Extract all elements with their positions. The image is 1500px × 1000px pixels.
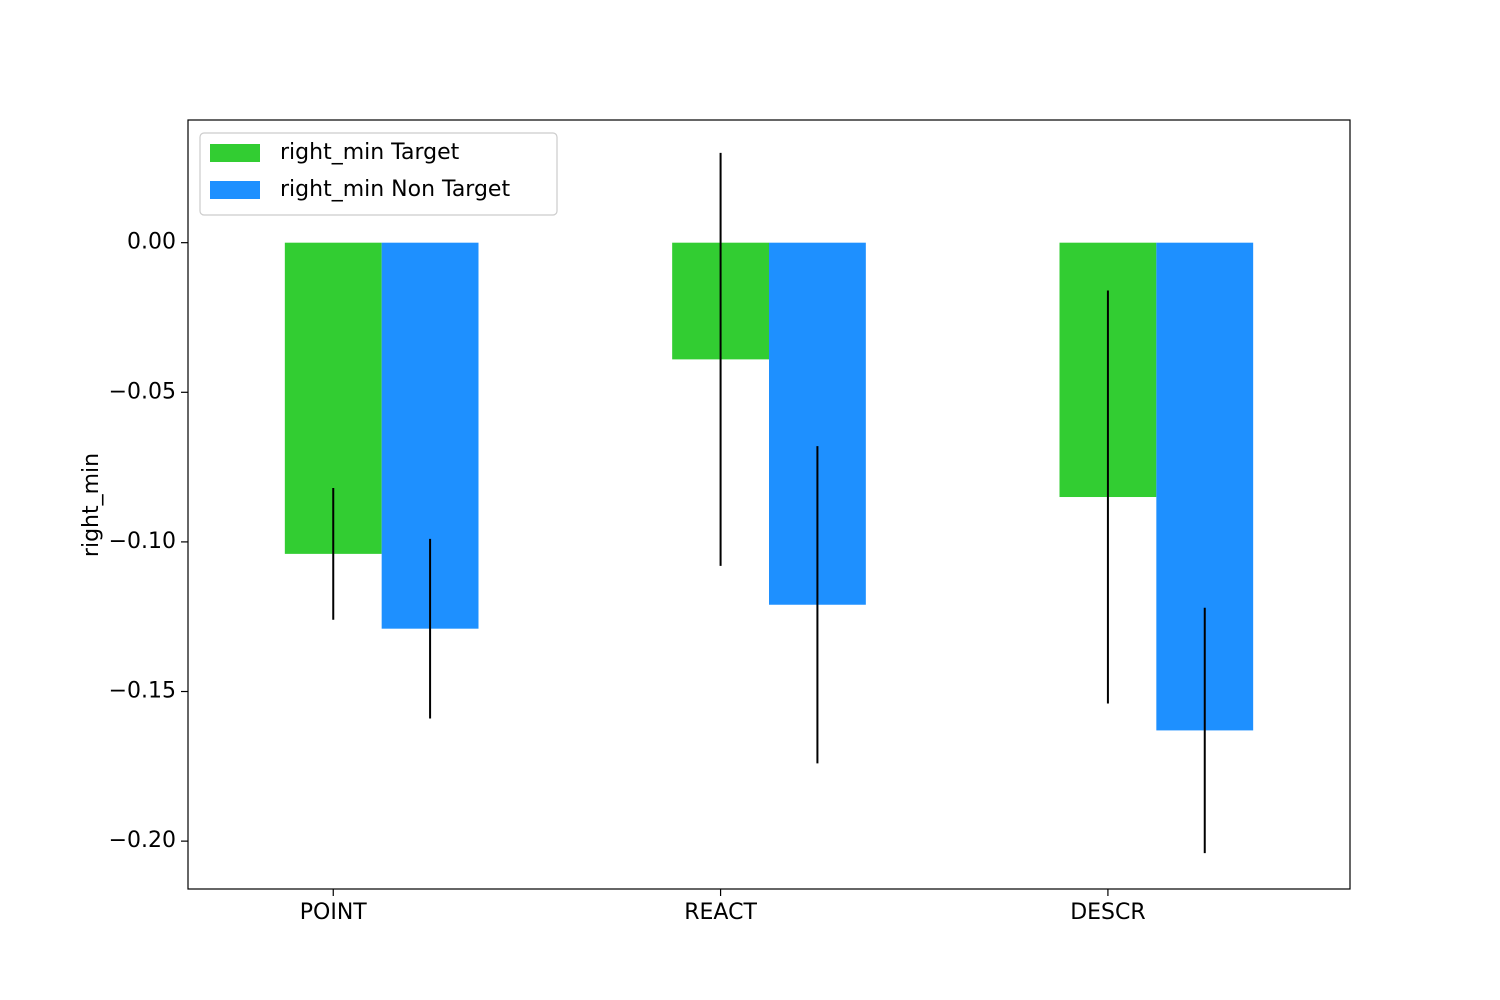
x-tick-label: REACT xyxy=(684,900,757,925)
y-axis: 0.00 −0.05 −0.10 −0.15 −0.20 xyxy=(109,230,188,853)
plot-frame xyxy=(187,119,1351,890)
y-tick-label: −0.10 xyxy=(109,529,176,554)
y-tick-label: −0.15 xyxy=(109,679,176,704)
x-tick-label: DESCR xyxy=(1070,900,1145,925)
x-tick-label: POINT xyxy=(300,900,368,925)
y-axis-label: right_min xyxy=(79,453,104,557)
legend-label-non-target: right_min Non Target xyxy=(280,177,510,202)
legend-swatch-target xyxy=(210,144,260,162)
legend: right_min Target right_min Non Target xyxy=(199,132,558,216)
y-tick-label: −0.20 xyxy=(109,828,176,853)
x-axis: POINT REACT DESCR xyxy=(300,889,1146,925)
y-tick-label: 0.00 xyxy=(127,230,176,255)
legend-label-target: right_min Target xyxy=(280,140,460,165)
y-tick-label: −0.05 xyxy=(109,379,176,404)
error-bars-layer xyxy=(332,152,1206,854)
legend-swatch-non-target xyxy=(210,181,260,199)
legend-frame xyxy=(199,132,558,216)
